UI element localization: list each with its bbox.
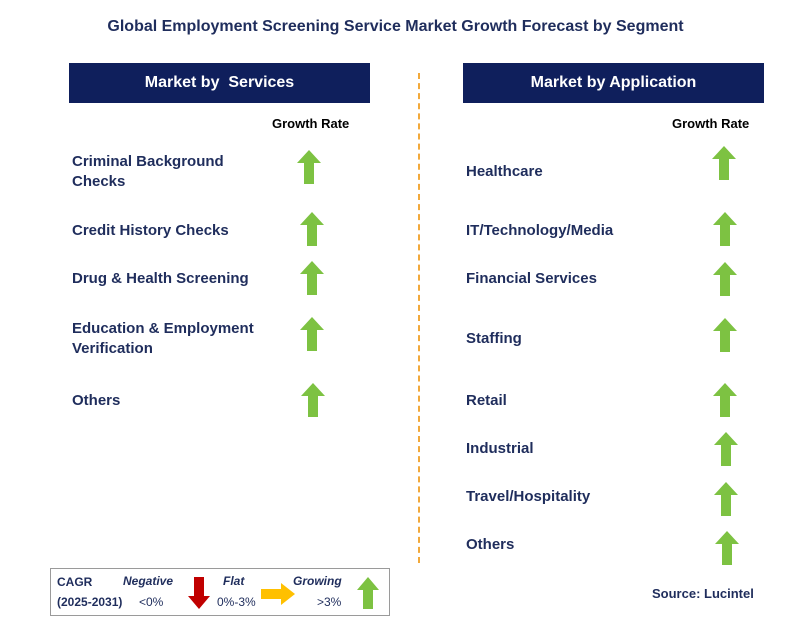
application-growth-rate-label: Growth Rate	[672, 116, 750, 131]
growing-arrow-icon	[713, 262, 737, 296]
flat-arrow-icon	[261, 583, 295, 605]
growing-arrow-icon	[713, 383, 737, 417]
application-item-retail: Retail	[466, 392, 507, 409]
services-header: Market by Services	[69, 63, 370, 103]
application-item-financial-services: Financial Services	[466, 270, 597, 287]
services-item-criminal-background: Criminal Background Checks	[72, 153, 224, 190]
cagr-legend: CAGR (2025-2031) Negative <0% Flat 0%-3%…	[50, 568, 390, 616]
services-item-others: Others	[72, 392, 121, 409]
growing-arrow-icon	[357, 577, 379, 609]
services-item-credit-history: Credit History Checks	[72, 222, 229, 239]
legend-cagr-label: CAGR	[57, 575, 93, 589]
services-item-education-employment: Education & Employment Verification	[72, 320, 254, 357]
growing-arrow-icon	[301, 383, 325, 417]
growing-arrow-icon	[300, 261, 324, 295]
growing-arrow-icon	[300, 212, 324, 246]
growing-arrow-icon	[715, 531, 739, 565]
legend-flat-label: Flat	[223, 574, 245, 588]
source-label: Source: Lucintel	[652, 586, 754, 601]
application-item-industrial: Industrial	[466, 440, 534, 457]
center-divider	[418, 73, 420, 563]
growing-arrow-icon	[297, 150, 321, 184]
growing-arrow-icon	[714, 432, 738, 466]
services-growth-rate-label: Growth Rate	[272, 116, 350, 131]
application-item-travel-hospitality: Travel/Hospitality	[466, 488, 591, 505]
legend-growing-range: >3%	[317, 595, 342, 609]
legend-growing-label: Growing	[293, 574, 342, 588]
legend-flat-range: 0%-3%	[217, 595, 256, 609]
growing-arrow-icon	[713, 212, 737, 246]
legend-negative-label: Negative	[123, 574, 174, 588]
growing-arrow-icon	[300, 317, 324, 351]
application-header: Market by Application	[463, 63, 764, 103]
legend-period-label: (2025-2031)	[57, 595, 123, 609]
application-item-staffing: Staffing	[466, 330, 522, 347]
growing-arrow-icon	[712, 146, 736, 180]
page-title: Global Employment Screening Service Mark…	[107, 18, 684, 35]
growing-arrow-icon	[713, 318, 737, 352]
application-item-others: Others	[466, 536, 515, 553]
services-item-drug-health: Drug & Health Screening	[72, 270, 249, 287]
legend-negative-range: <0%	[139, 595, 164, 609]
application-item-healthcare: Healthcare	[466, 163, 543, 180]
application-item-it-technology-media: IT/Technology/Media	[466, 222, 614, 239]
growing-arrow-icon	[714, 482, 738, 516]
negative-arrow-icon	[188, 577, 210, 609]
